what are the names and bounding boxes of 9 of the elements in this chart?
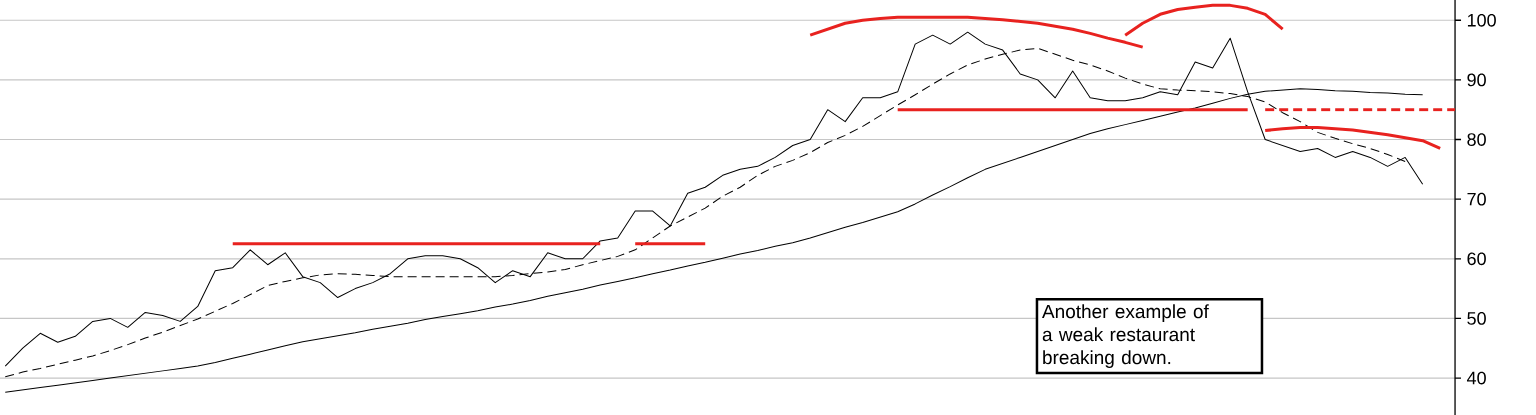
y-tick-label: 90	[1467, 73, 1486, 87]
line-series	[1123, 3, 1285, 37]
y-tick-label: 70	[1467, 192, 1486, 206]
y-tick-label: 100	[1467, 13, 1496, 27]
annotation: Another example of a weak restaurant breaking down.	[1042, 304, 1209, 368]
y-tick-label: 60	[1467, 252, 1486, 266]
y-tick-label: 50	[1467, 312, 1486, 325]
y-tick-label: 40	[1466, 371, 1486, 385]
y-tick-label: 80	[1467, 133, 1486, 146]
